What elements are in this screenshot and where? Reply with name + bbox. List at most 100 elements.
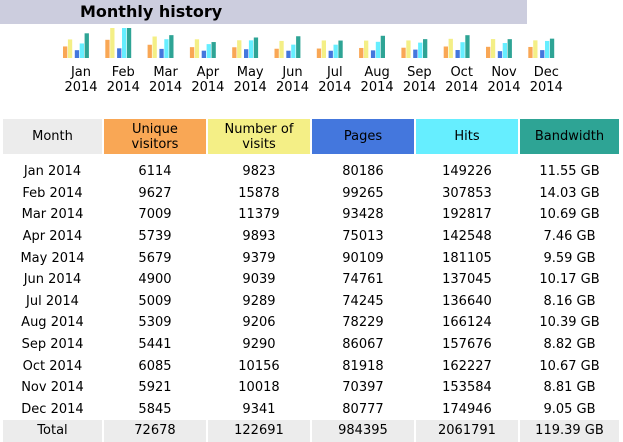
cell-hits: 166124 <box>442 315 492 331</box>
chart-bar-bandwidth <box>296 36 301 58</box>
chart-bar-number-of-visits <box>237 40 242 58</box>
chart-bar-unique-visitors <box>359 47 364 58</box>
header-month: Month <box>3 119 102 154</box>
header-pages: Pages <box>311 119 414 154</box>
cell-visits: 9039 <box>242 272 276 288</box>
cell-bandwidth: 8.82 GB <box>543 337 596 353</box>
cell-unique-visitors: 4900 <box>138 272 172 288</box>
cell-bandwidth: 8.81 GB <box>543 380 596 396</box>
cell-hits: 153584 <box>442 380 492 396</box>
cell-visits: 9823 <box>242 164 276 180</box>
monthly-stats-table: Month Unique visitors Number of visits Pag… <box>1 119 621 442</box>
cell-month: Jun 2014 <box>23 272 82 288</box>
chart-bar-unique-visitors <box>189 47 195 58</box>
cell-month: Mar 2014 <box>21 207 84 223</box>
chart-bar-unique-visitors <box>105 39 110 58</box>
chart-month-label: Jun 2014 <box>275 65 310 95</box>
chart-bar-bandwidth <box>549 38 555 58</box>
total-unique-visitors: 72678 <box>103 420 206 442</box>
cell-month: Jul 2014 <box>26 293 79 309</box>
cell-unique-visitors: 6114 <box>138 164 172 180</box>
chart-bar-number-of-visits <box>110 28 115 58</box>
chart-bar-pages <box>455 50 460 58</box>
table-total-row: Total 72678 122691 984395 2061791 119.39 GB <box>3 420 619 442</box>
chart-bar-bandwidth <box>380 35 385 58</box>
table-row: Jul 2014 5009 9289 74245 136640 8.16 GB <box>3 291 619 313</box>
cell-visits: 15878 <box>238 185 280 201</box>
chart-bar-hits <box>545 40 550 58</box>
cell-pages: 81918 <box>342 358 384 374</box>
cell-hits: 307853 <box>442 185 492 201</box>
chart-bar-pages <box>286 50 291 58</box>
chart-month-label: Sep 2014 <box>402 65 436 95</box>
cell-visits: 11379 <box>238 207 280 223</box>
cell-month: May 2014 <box>20 250 85 266</box>
chart-bar-bandwidth <box>126 28 132 58</box>
chart-bar-hits <box>460 42 465 58</box>
chart-month-label: Oct 2014 <box>445 65 479 95</box>
chart-bar-hits <box>502 43 507 58</box>
cell-visits: 9289 <box>242 293 276 309</box>
cell-unique-visitors: 7009 <box>138 207 172 223</box>
table-row: May 2014 5679 9379 90109 181105 9.59 GB <box>3 247 619 269</box>
cell-bandwidth: 11.55 GB <box>539 164 600 180</box>
cell-visits: 9341 <box>242 401 276 417</box>
table-header-row: Month Unique visitors Number of visits Pag… <box>3 119 619 154</box>
cell-bandwidth: 10.17 GB <box>539 272 600 288</box>
table-row: Jan 2014 6114 9823 80186 149226 11.55 GB <box>3 161 619 183</box>
chart-bar-hits <box>333 44 338 58</box>
chart-bar-unique-visitors <box>486 46 491 58</box>
cell-unique-visitors: 5309 <box>138 315 172 331</box>
chart-bar-bandwidth <box>507 39 512 58</box>
chart-bar-hits <box>291 44 296 58</box>
table-row: Sep 2014 5441 9290 86067 157676 8.82 GB <box>3 334 619 356</box>
cell-hits: 181105 <box>442 250 492 266</box>
chart-bar-number-of-visits <box>490 39 496 58</box>
chart-bar-unique-visitors <box>232 47 237 58</box>
cell-month: Feb 2014 <box>22 185 83 201</box>
cell-pages: 93428 <box>342 207 384 223</box>
table-row: Apr 2014 5739 9893 75013 142548 7.46 GB <box>3 226 619 248</box>
chart-month-label: May 2014 <box>233 65 267 95</box>
chart-month-label: Feb 2014 <box>106 65 140 95</box>
cell-hits: 192817 <box>442 207 492 223</box>
header-hits: Hits <box>415 119 518 154</box>
table-row: Nov 2014 5921 10018 70397 153584 8.81 GB <box>3 377 619 399</box>
chart-bar-unique-visitors <box>443 46 448 58</box>
cell-bandwidth: 8.16 GB <box>543 293 596 309</box>
chart-bar-number-of-visits <box>533 40 538 58</box>
chart-bar-number-of-visits <box>448 38 453 58</box>
cell-visits: 9290 <box>242 337 276 353</box>
cell-month: Aug 2014 <box>21 315 84 331</box>
cell-pages: 99265 <box>342 185 384 201</box>
table-row: Dec 2014 5845 9341 80777 174946 9.05 GB <box>3 399 619 421</box>
chart-bar-pages <box>74 50 80 58</box>
cell-pages: 86067 <box>342 337 384 353</box>
cell-hits: 142548 <box>442 229 492 245</box>
cell-bandwidth: 10.67 GB <box>539 358 600 374</box>
cell-pages: 80777 <box>342 401 384 417</box>
total-visits: 122691 <box>207 420 310 442</box>
section-header-band <box>0 0 527 24</box>
chart-bar-pages <box>413 49 418 58</box>
chart-month-label: Jul 2014 <box>318 65 352 95</box>
chart-bar-hits <box>164 39 169 58</box>
chart-bar-pages <box>540 50 545 58</box>
chart-month-label: Apr 2014 <box>191 65 225 95</box>
chart-month-label: Jan 2014 <box>64 65 98 95</box>
chart-bar-unique-visitors <box>401 47 406 58</box>
chart-bar-number-of-visits <box>152 36 157 58</box>
cell-unique-visitors: 6085 <box>138 358 172 374</box>
table-row: Oct 2014 6085 10156 81918 162227 10.67 GB <box>3 355 619 377</box>
cell-bandwidth: 9.59 GB <box>543 250 596 266</box>
chart-bar-pages <box>244 49 249 58</box>
header-visits: Number of visits <box>207 119 310 154</box>
chart-month-label: Mar 2014 <box>149 65 183 95</box>
chart-bar-bandwidth <box>84 33 89 58</box>
cell-hits: 162227 <box>442 358 492 374</box>
chart-bar-number-of-visits <box>67 39 73 58</box>
cell-visits: 9379 <box>242 250 276 266</box>
total-pages: 984395 <box>311 420 414 442</box>
chart-bar-bandwidth <box>253 37 259 58</box>
table-row: Jun 2014 4900 9039 74761 137045 10.17 GB <box>3 269 619 291</box>
